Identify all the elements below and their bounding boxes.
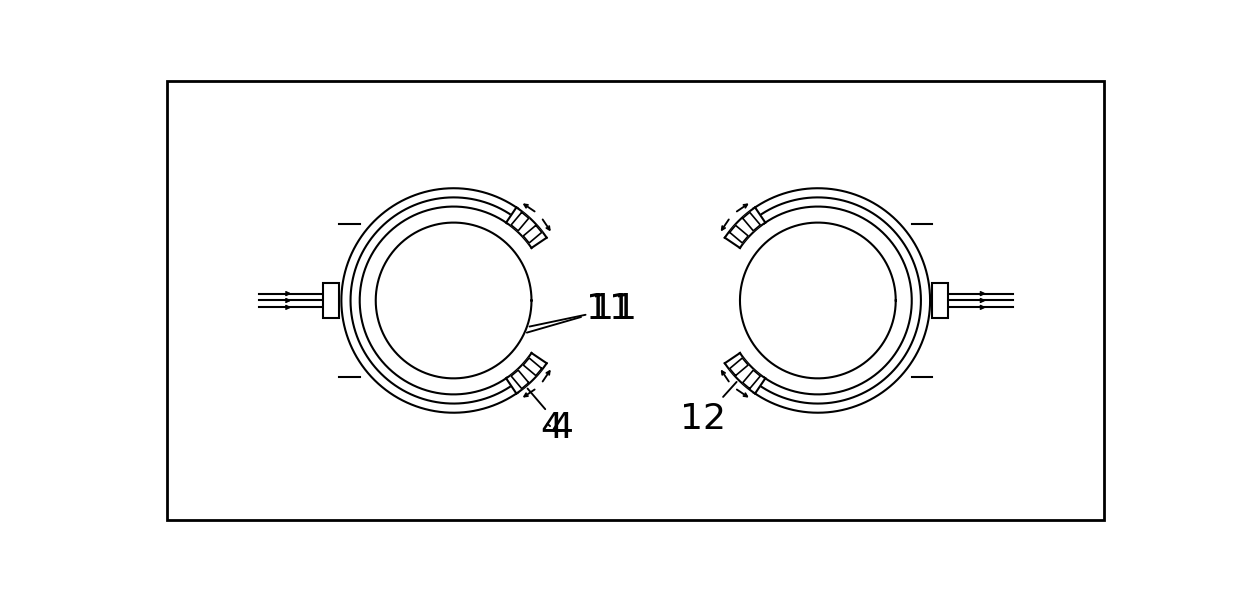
Polygon shape (725, 208, 765, 248)
Bar (324, 283, 339, 318)
Polygon shape (523, 226, 542, 243)
Polygon shape (729, 226, 748, 243)
Text: 12: 12 (681, 382, 737, 436)
Bar (932, 283, 949, 318)
Polygon shape (506, 208, 547, 248)
Text: 4: 4 (541, 411, 564, 445)
Polygon shape (511, 370, 528, 389)
Polygon shape (523, 358, 542, 375)
Polygon shape (511, 212, 528, 231)
Polygon shape (743, 370, 760, 389)
Polygon shape (725, 353, 765, 393)
Polygon shape (729, 358, 748, 375)
Polygon shape (506, 353, 547, 393)
Text: 11: 11 (527, 292, 632, 333)
Text: 4: 4 (527, 389, 573, 445)
Polygon shape (743, 212, 760, 231)
Text: 11: 11 (529, 292, 637, 327)
